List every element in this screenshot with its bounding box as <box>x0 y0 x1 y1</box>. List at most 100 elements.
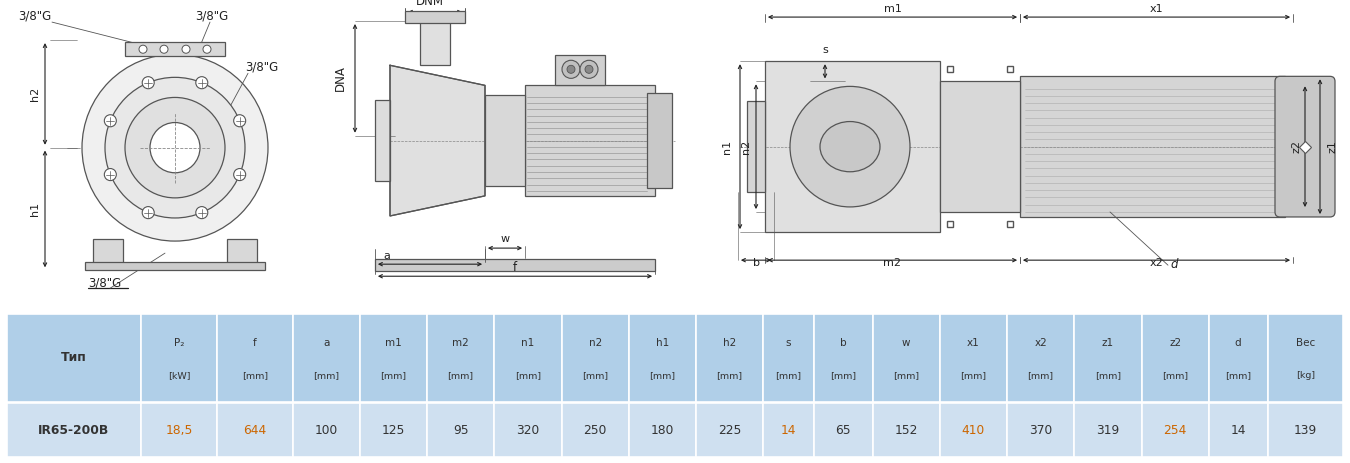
Bar <box>1268 313 1343 402</box>
Bar <box>814 313 872 402</box>
Text: [mm]: [mm] <box>582 371 609 380</box>
Bar <box>647 94 672 188</box>
Bar <box>360 313 427 402</box>
Text: f: f <box>513 261 517 274</box>
Bar <box>629 403 697 457</box>
Circle shape <box>150 123 200 173</box>
Text: h1: h1 <box>656 338 670 348</box>
Text: 100: 100 <box>315 424 338 437</box>
Bar <box>217 403 293 457</box>
Bar <box>142 403 217 457</box>
Bar <box>293 313 360 402</box>
Bar <box>126 42 225 56</box>
Text: 319: 319 <box>1096 424 1119 437</box>
Text: w: w <box>902 338 910 348</box>
Text: 14: 14 <box>780 424 796 437</box>
Bar <box>1208 313 1268 402</box>
Bar <box>1208 403 1268 457</box>
Bar <box>93 239 123 264</box>
Circle shape <box>202 45 211 53</box>
Text: 18,5: 18,5 <box>166 424 193 437</box>
Text: 254: 254 <box>1164 424 1187 437</box>
Bar <box>427 313 494 402</box>
Bar <box>142 313 217 402</box>
Text: 180: 180 <box>651 424 674 437</box>
Bar <box>555 55 605 85</box>
Circle shape <box>104 115 116 127</box>
Text: m1: m1 <box>385 338 402 348</box>
Circle shape <box>104 169 116 181</box>
Text: 14: 14 <box>1230 424 1246 437</box>
Text: 3/8"G: 3/8"G <box>244 60 278 73</box>
Text: h2: h2 <box>724 338 736 348</box>
Bar <box>427 403 494 457</box>
Text: [mm]: [mm] <box>448 371 474 380</box>
Bar <box>293 403 360 457</box>
FancyBboxPatch shape <box>1274 76 1335 217</box>
Bar <box>872 403 940 457</box>
Text: x2: x2 <box>1034 338 1048 348</box>
Text: DNA: DNA <box>333 65 347 91</box>
Text: z2: z2 <box>1169 338 1181 348</box>
Bar <box>420 15 450 65</box>
Bar <box>1075 403 1142 457</box>
Text: [mm]: [mm] <box>514 371 541 380</box>
Text: 370: 370 <box>1029 424 1052 437</box>
Circle shape <box>126 97 225 198</box>
Text: m2: m2 <box>452 338 468 348</box>
Text: h1: h1 <box>30 202 40 216</box>
Text: 320: 320 <box>516 424 540 437</box>
Text: [mm]: [mm] <box>960 371 987 380</box>
Text: [mm]: [mm] <box>313 371 339 380</box>
Circle shape <box>161 45 167 53</box>
Text: [mm]: [mm] <box>775 371 802 380</box>
Text: [mm]: [mm] <box>894 371 919 380</box>
Circle shape <box>196 77 208 89</box>
Bar <box>1075 313 1142 402</box>
Text: [mm]: [mm] <box>1027 371 1054 380</box>
Text: [mm]: [mm] <box>1095 371 1120 380</box>
Bar <box>360 403 427 457</box>
Circle shape <box>105 77 244 218</box>
Circle shape <box>580 60 598 78</box>
Text: d: d <box>1170 258 1177 271</box>
Bar <box>747 101 765 192</box>
Circle shape <box>234 169 246 181</box>
Circle shape <box>234 115 246 127</box>
Text: 3/8"G: 3/8"G <box>88 276 122 289</box>
Circle shape <box>585 65 593 73</box>
Text: b: b <box>840 338 846 348</box>
Text: m1: m1 <box>883 4 902 14</box>
Ellipse shape <box>819 122 880 172</box>
Text: x1: x1 <box>1150 4 1164 14</box>
Bar <box>525 85 655 196</box>
Bar <box>494 403 562 457</box>
Text: 250: 250 <box>583 424 608 437</box>
Text: [mm]: [mm] <box>649 371 675 380</box>
Bar <box>940 313 1007 402</box>
Text: 125: 125 <box>382 424 405 437</box>
Circle shape <box>562 60 580 78</box>
Bar <box>1007 313 1075 402</box>
Text: [mm]: [mm] <box>381 371 406 380</box>
Bar <box>940 403 1007 457</box>
Text: a: a <box>383 251 390 261</box>
Text: n2: n2 <box>741 139 751 154</box>
Circle shape <box>142 77 154 89</box>
Polygon shape <box>390 65 485 216</box>
Bar <box>872 313 940 402</box>
Text: s: s <box>822 45 828 55</box>
Text: 410: 410 <box>961 424 986 437</box>
Text: [mm]: [mm] <box>717 371 742 380</box>
Bar <box>7 403 142 457</box>
Text: n2: n2 <box>589 338 602 348</box>
Bar <box>494 313 562 402</box>
Bar <box>697 313 763 402</box>
Text: [mm]: [mm] <box>830 371 856 380</box>
Bar <box>375 100 390 181</box>
Ellipse shape <box>790 87 910 207</box>
Bar <box>485 95 525 186</box>
Bar <box>763 313 814 402</box>
Bar <box>562 403 629 457</box>
Text: 139: 139 <box>1293 424 1318 437</box>
